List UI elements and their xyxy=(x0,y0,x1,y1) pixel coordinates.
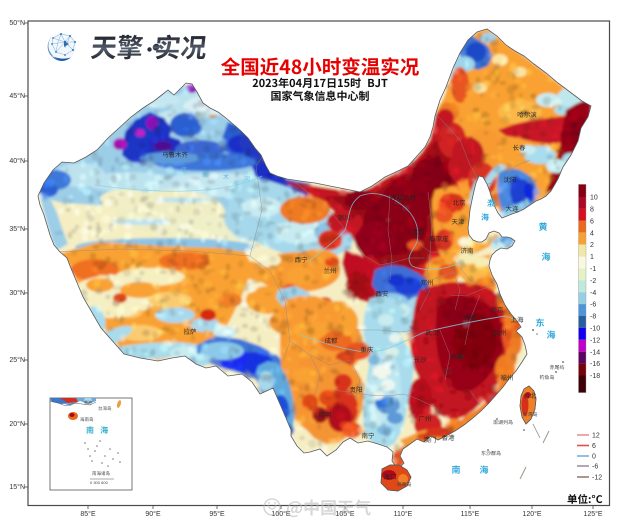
svg-text:35°N: 35°N xyxy=(9,225,25,233)
svg-text:-12: -12 xyxy=(590,337,600,344)
svg-text:100°E: 100°E xyxy=(271,510,290,518)
svg-text:-1: -1 xyxy=(590,266,596,273)
svg-text:-14: -14 xyxy=(590,349,600,356)
svg-text:120°E: 120°E xyxy=(522,510,541,518)
svg-text:4: 4 xyxy=(590,230,594,237)
svg-text:-6: -6 xyxy=(592,464,598,471)
svg-text:90°E: 90°E xyxy=(145,510,161,518)
svg-text:40°N: 40°N xyxy=(9,157,25,165)
svg-text:0 300 600: 0 300 600 xyxy=(90,480,109,485)
svg-text:15°N: 15°N xyxy=(9,483,25,491)
svg-text:8: 8 xyxy=(590,207,594,214)
svg-text:-18: -18 xyxy=(590,373,600,380)
svg-text:-6: -6 xyxy=(590,302,596,309)
svg-text:30°N: 30°N xyxy=(9,289,25,297)
svg-text:110°E: 110°E xyxy=(394,510,413,518)
svg-text:85°E: 85°E xyxy=(80,510,96,518)
svg-text:10: 10 xyxy=(590,195,598,202)
svg-text:45°N: 45°N xyxy=(9,92,25,100)
svg-text:-4: -4 xyxy=(590,290,596,297)
svg-text:12: 12 xyxy=(592,433,600,440)
svg-text:-10: -10 xyxy=(590,326,600,333)
svg-text:25°N: 25°N xyxy=(9,356,25,364)
svg-text:115°E: 115°E xyxy=(461,510,480,518)
svg-text:95°E: 95°E xyxy=(209,510,225,518)
svg-text:-16: -16 xyxy=(590,361,600,368)
svg-text:0: 0 xyxy=(592,454,596,461)
svg-text:6: 6 xyxy=(590,218,594,225)
svg-text:-2: -2 xyxy=(590,278,596,285)
svg-text:1: 1 xyxy=(590,254,594,261)
svg-text:50°N: 50°N xyxy=(9,19,25,27)
svg-text:2: 2 xyxy=(590,242,594,249)
svg-text:-8: -8 xyxy=(590,314,596,321)
svg-text:20°N: 20°N xyxy=(9,420,25,428)
svg-text:125°E: 125°E xyxy=(583,510,602,518)
svg-text:-12: -12 xyxy=(592,475,602,482)
svg-text:6: 6 xyxy=(592,443,596,450)
svg-text:105°E: 105°E xyxy=(335,510,354,518)
